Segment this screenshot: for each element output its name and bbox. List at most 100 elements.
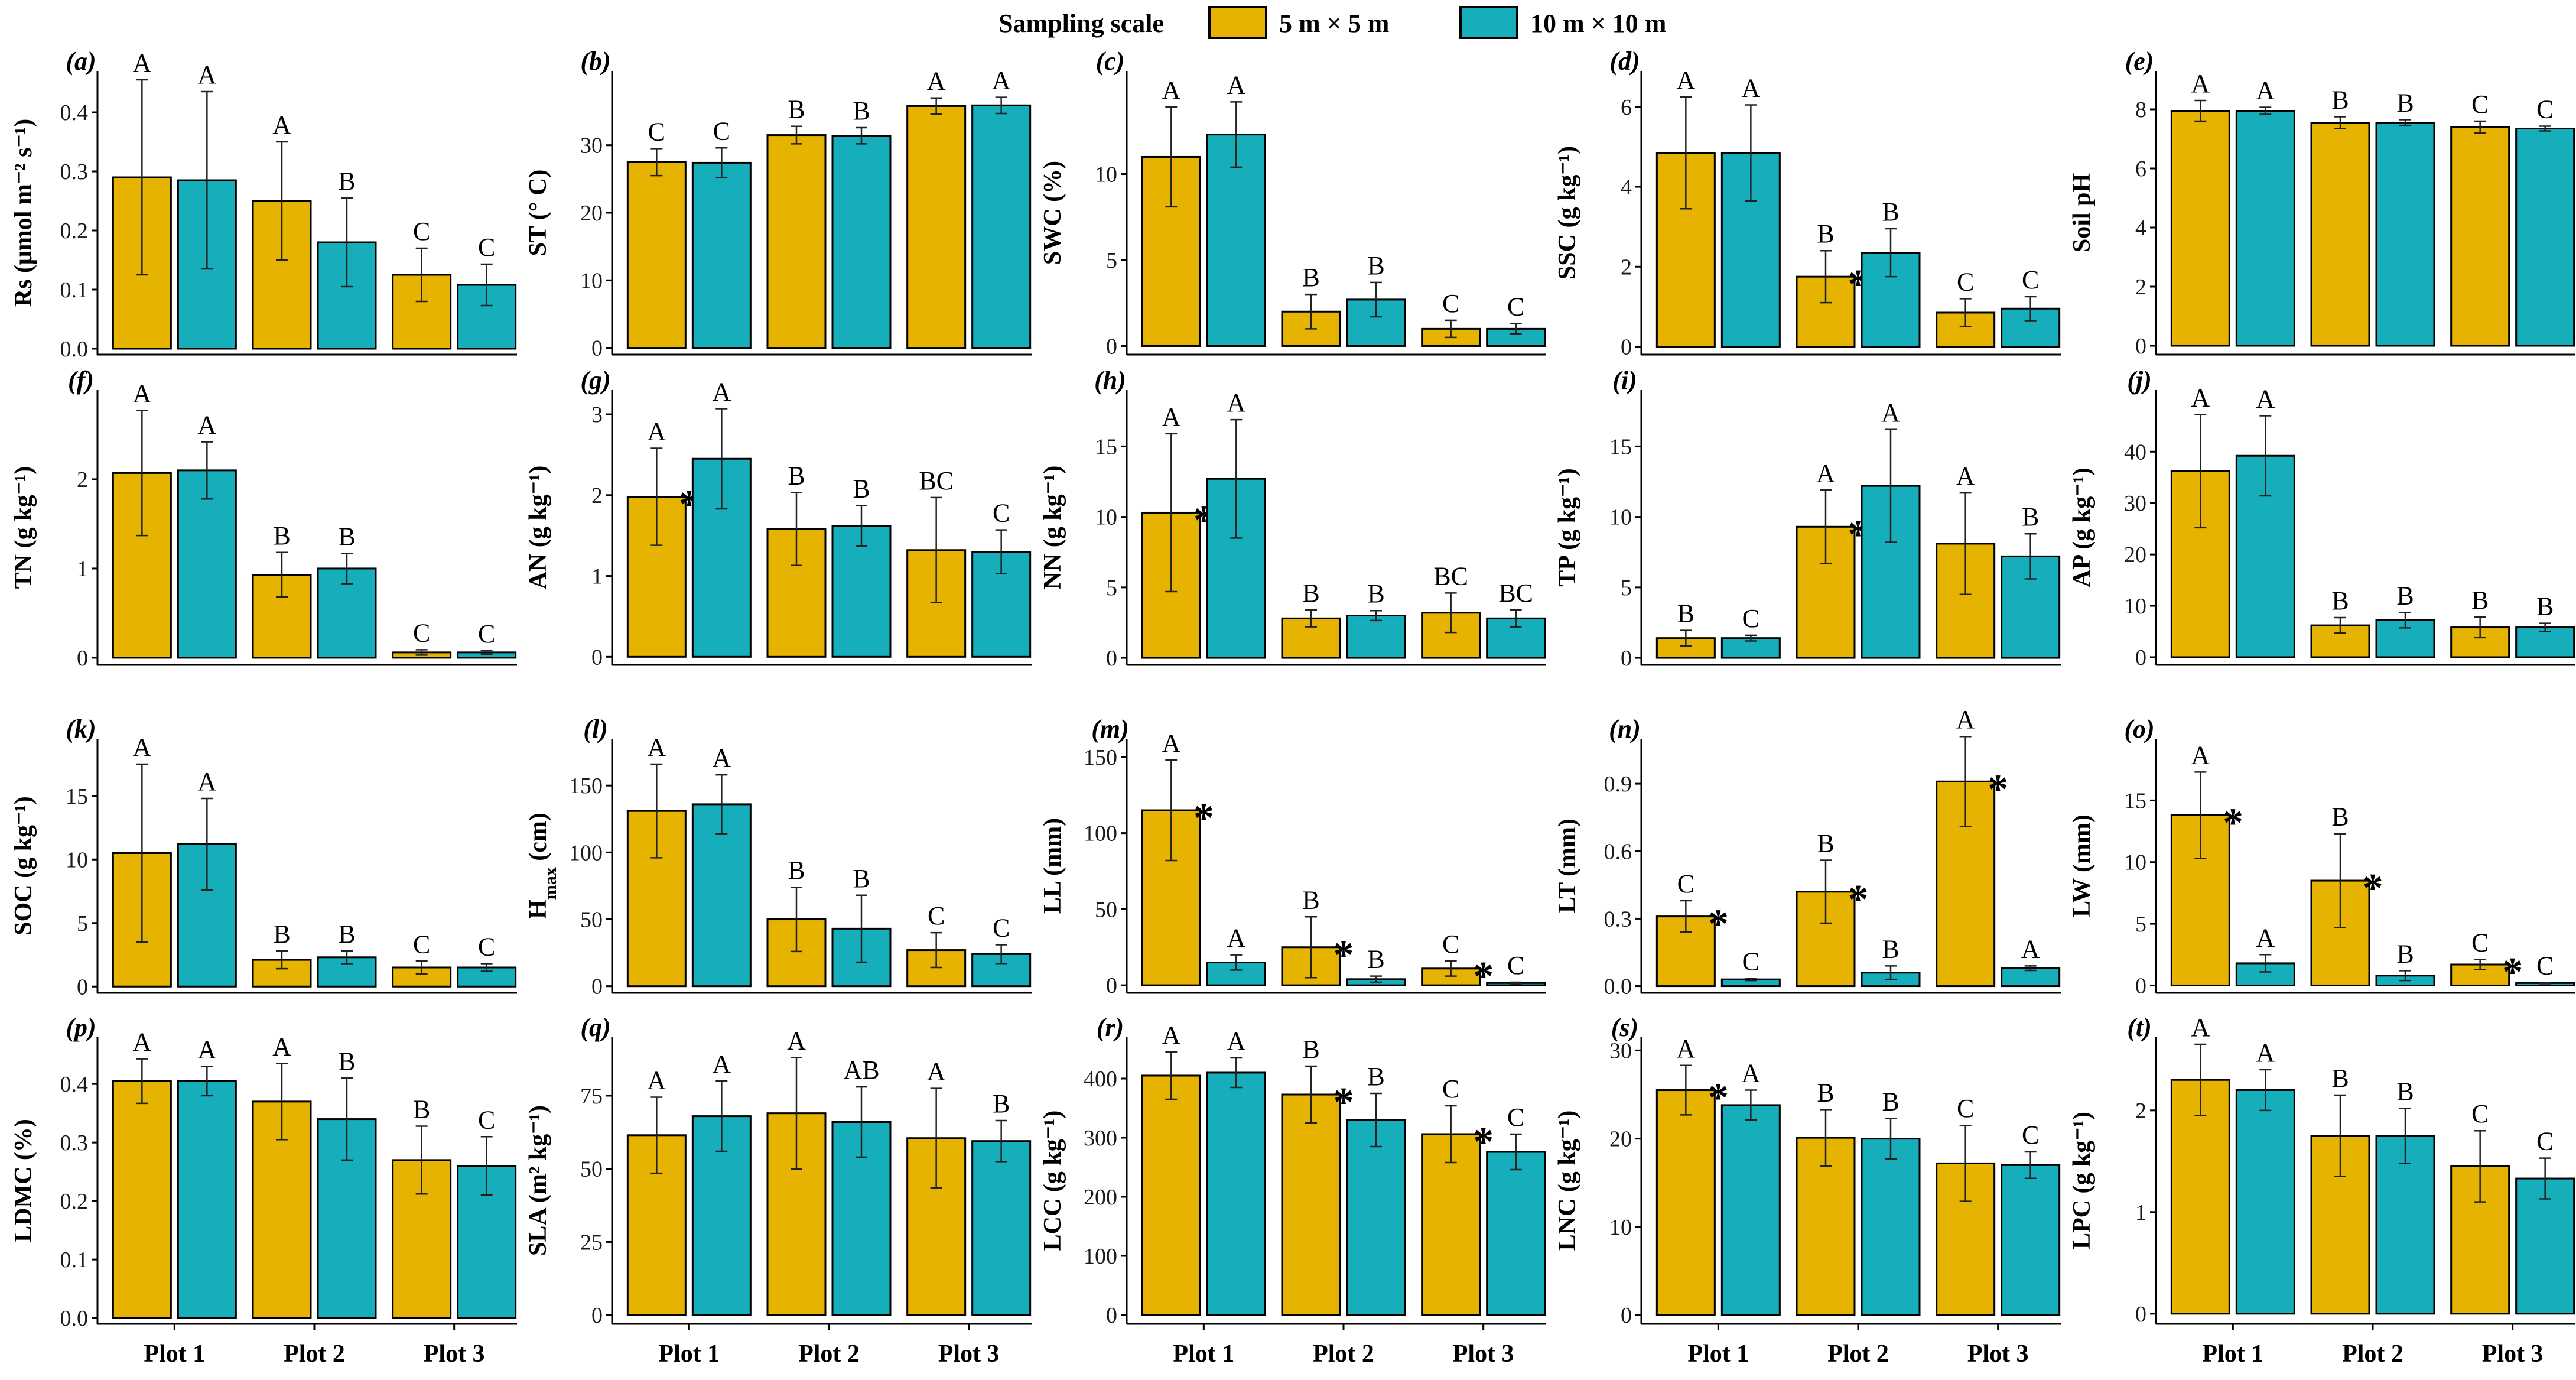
significance-letter: A <box>2021 934 2040 963</box>
significance-letter: C <box>1507 1103 1524 1132</box>
y-axis-label: Rs (μmol m⁻² s⁻¹) <box>10 119 37 307</box>
significance-letter: B <box>2396 939 2414 968</box>
bar <box>2170 1079 2230 1315</box>
y-tick-label: 10 <box>2124 594 2146 619</box>
panel-label: (i) <box>1612 366 1637 395</box>
y-tick-label: 200 <box>1084 1185 1117 1210</box>
y-tick-label: 2 <box>2135 1099 2146 1124</box>
significance-letter: A <box>132 1028 151 1057</box>
significance-letter: A <box>197 1035 216 1064</box>
y-tick-label: 150 <box>1084 745 1117 770</box>
y-tick-label: 1 <box>2135 1200 2146 1225</box>
bar <box>1655 1089 1716 1316</box>
significance-star: * <box>2502 950 2523 995</box>
significance-letter: C <box>478 933 495 962</box>
y-tick-label: 0.0 <box>60 1306 89 1331</box>
significance-letter: C <box>648 117 665 146</box>
panel-label: (n) <box>1609 715 1641 743</box>
significance-letter: B <box>338 1047 355 1076</box>
significance-letter: A <box>132 733 151 762</box>
significance-letter: C <box>1742 947 1759 976</box>
bar <box>766 134 827 349</box>
significance-letter: A <box>1162 729 1180 758</box>
legend-swatch-5m <box>1208 6 1267 39</box>
significance-letter: A <box>2191 384 2210 413</box>
y-tick-label: 15 <box>1095 434 1117 459</box>
y-axis-label: LPC (g kg⁻¹) <box>2068 1112 2096 1249</box>
significance-letter: A <box>2191 69 2210 98</box>
y-tick-label: 4 <box>1621 175 1632 200</box>
significance-letter: C <box>1742 604 1759 633</box>
y-tick-label: 0 <box>591 975 603 999</box>
significance-letter: A <box>1227 70 1245 99</box>
bar <box>1861 1138 1921 1316</box>
bar <box>2001 1164 2061 1316</box>
significance-letter: C <box>1957 267 1974 296</box>
y-tick-label: 5 <box>1106 576 1117 600</box>
bar <box>1206 1071 1266 1316</box>
bar <box>1141 1074 1201 1316</box>
bar <box>2170 110 2230 347</box>
y-tick-label: 3 <box>591 402 603 427</box>
y-tick-label: 0.0 <box>60 337 89 362</box>
panel-c: 0 5 10 SWC (%) (c) A A B B C C <box>1039 47 1546 359</box>
significance-letter: C <box>2536 951 2554 980</box>
y-tick-label: 30 <box>2124 491 2146 516</box>
y-tick-label: 0 <box>2135 1302 2146 1327</box>
y-tick-label: 10 <box>1609 1215 1632 1240</box>
bar <box>2001 307 2061 348</box>
panel-l: 0 50 100 150 Hmax (cm) (l) A A B B C C <box>525 715 1032 999</box>
legend-label-5m: 5 m × 5 m <box>1279 9 1390 38</box>
bar <box>2235 1089 2295 1315</box>
x-tick-label: Plot 2 <box>1313 1340 1374 1368</box>
significance-letter: B <box>413 1095 430 1124</box>
bar <box>2001 967 2061 988</box>
y-tick-label: 20 <box>1609 1127 1632 1152</box>
significance-star: * <box>2363 866 2383 911</box>
panel-label: (g) <box>580 366 610 395</box>
significance-letter: C <box>928 901 945 930</box>
y-axis-label: NN (g kg⁻¹) <box>1039 466 1066 590</box>
y-tick-label: 0.2 <box>60 1189 89 1214</box>
significance-letter: B <box>2331 803 2349 832</box>
significance-letter: C <box>713 116 730 145</box>
bar <box>971 104 1032 349</box>
x-tick-label: Plot 2 <box>2342 1340 2403 1368</box>
significance-letter: A <box>1956 462 1975 491</box>
significance-letter: C <box>1957 1094 1974 1123</box>
bar <box>2235 110 2295 347</box>
y-tick-label: 0 <box>1106 1303 1117 1328</box>
bar <box>2310 122 2370 347</box>
significance-letter: A <box>132 379 151 408</box>
y-tick-label: 2 <box>77 467 88 492</box>
significance-letter: C <box>2536 95 2554 124</box>
bar <box>1346 615 1406 659</box>
bar <box>1720 1104 1781 1316</box>
y-tick-label: 0.1 <box>60 278 89 303</box>
y-tick-label: 100 <box>1084 821 1117 846</box>
panel-label: (b) <box>580 47 610 76</box>
significance-letter: B <box>2536 592 2554 621</box>
bar <box>691 803 752 988</box>
significance-letter: B <box>338 920 355 949</box>
significance-letter: A <box>1227 388 1245 417</box>
y-tick-label: 10 <box>2124 850 2146 875</box>
bar <box>1421 1133 1481 1316</box>
significance-letter: B <box>2396 1077 2414 1106</box>
y-tick-label: 100 <box>569 840 603 865</box>
y-tick-label: 1 <box>77 557 88 582</box>
y-tick-label: 0 <box>1621 335 1632 359</box>
significance-letter: B <box>338 522 355 551</box>
y-tick-label: 0 <box>591 336 603 361</box>
y-tick-label: 15 <box>66 784 88 809</box>
significance-letter: A <box>647 1066 666 1095</box>
y-tick-label: 5 <box>1621 576 1632 600</box>
bar <box>1486 327 1546 347</box>
panel-label: (e) <box>2125 47 2154 76</box>
y-axis-label: LCC (g kg⁻¹) <box>1039 1111 1066 1251</box>
